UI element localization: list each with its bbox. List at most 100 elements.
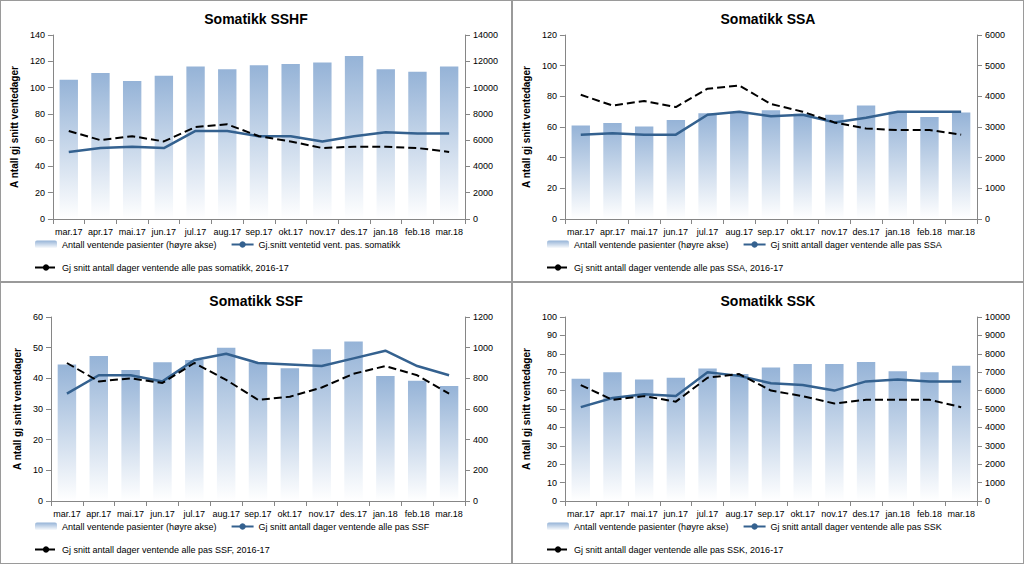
svg-text:jun.17: jun.17 <box>663 509 689 519</box>
svg-text:120: 120 <box>542 30 557 40</box>
svg-text:Somatikk SSK: Somatikk SSK <box>721 293 816 309</box>
svg-text:2000: 2000 <box>985 153 1005 163</box>
svg-text:50: 50 <box>547 404 557 414</box>
svg-text:9000: 9000 <box>985 330 1005 340</box>
svg-text:mar.18: mar.18 <box>947 227 975 237</box>
svg-text:20: 20 <box>33 435 43 445</box>
svg-text:800: 800 <box>473 373 488 383</box>
svg-text:apr.17: apr.17 <box>86 509 111 519</box>
svg-text:60: 60 <box>35 135 45 145</box>
svg-text:200: 200 <box>473 465 488 475</box>
svg-text:10: 10 <box>33 465 43 475</box>
svg-text:40: 40 <box>547 153 557 163</box>
svg-text:mai.17: mai.17 <box>631 509 658 519</box>
svg-text:aug.17: aug.17 <box>725 509 753 519</box>
svg-text:okt.17: okt.17 <box>278 509 303 519</box>
svg-text:0: 0 <box>473 214 478 224</box>
svg-text:10000: 10000 <box>985 312 1010 322</box>
svg-text:Gj snitt antall dager ventende: Gj snitt antall dager ventende alle pas … <box>574 545 783 555</box>
svg-text:Somatikk SSHF: Somatikk SSHF <box>204 11 308 27</box>
svg-text:jan.18: jan.18 <box>372 509 398 519</box>
svg-text:1200: 1200 <box>473 312 493 322</box>
svg-text:nov.17: nov.17 <box>309 227 335 237</box>
svg-text:sep.17: sep.17 <box>245 227 272 237</box>
svg-text:Gj snitt antall dager ventende: Gj snitt antall dager ventende alle pas … <box>62 545 270 555</box>
svg-text:40: 40 <box>35 161 45 171</box>
svg-text:12000: 12000 <box>473 56 498 66</box>
svg-text:6000: 6000 <box>985 386 1005 396</box>
svg-text:5000: 5000 <box>985 404 1005 414</box>
svg-text:aug.17: aug.17 <box>725 227 753 237</box>
svg-text:mar.18: mar.18 <box>435 509 463 519</box>
svg-text:A ntall gj snitt ventedager: A ntall gj snitt ventedager <box>521 348 532 470</box>
svg-text:8000: 8000 <box>473 109 493 119</box>
svg-text:50: 50 <box>33 343 43 353</box>
svg-text:des.17: des.17 <box>340 509 367 519</box>
svg-text:2000: 2000 <box>473 188 493 198</box>
svg-text:Antall ventende pasienter (høy: Antall ventende pasienter (høyre akse) <box>62 240 217 250</box>
svg-text:90: 90 <box>547 330 557 340</box>
svg-text:des.17: des.17 <box>853 227 880 237</box>
svg-text:400: 400 <box>473 435 488 445</box>
svg-text:aug.17: aug.17 <box>213 227 241 237</box>
svg-text:10: 10 <box>547 478 557 488</box>
svg-text:5000: 5000 <box>985 61 1005 71</box>
svg-text:70: 70 <box>547 367 557 377</box>
svg-text:30: 30 <box>33 404 43 414</box>
svg-text:des.17: des.17 <box>853 509 880 519</box>
svg-text:Antall ventende pasienter (høy: Antall ventende pasienter (høyre akse) <box>574 240 729 250</box>
svg-text:1000: 1000 <box>985 183 1005 193</box>
svg-text:okt.17: okt.17 <box>790 227 815 237</box>
svg-text:1000: 1000 <box>473 343 493 353</box>
svg-text:jul.17: jul.17 <box>183 509 206 519</box>
svg-text:20: 20 <box>35 188 45 198</box>
svg-text:2000: 2000 <box>985 459 1005 469</box>
svg-text:4000: 4000 <box>985 91 1005 101</box>
svg-text:600: 600 <box>473 404 488 414</box>
svg-text:Antall ventende pasienter (høy: Antall ventende pasienter (høyre akse) <box>574 522 729 532</box>
svg-text:jun.17: jun.17 <box>149 509 175 519</box>
svg-text:mar.18: mar.18 <box>947 509 975 519</box>
svg-text:okt.17: okt.17 <box>278 227 303 237</box>
svg-text:jul.17: jul.17 <box>696 227 719 237</box>
svg-text:Gj snitt antall dager ventende: Gj snitt antall dager ventende alle pas … <box>574 263 783 273</box>
svg-text:100: 100 <box>542 312 557 322</box>
svg-text:0: 0 <box>985 214 990 224</box>
svg-text:mar.17: mar.17 <box>567 227 595 237</box>
svg-text:140: 140 <box>30 30 45 40</box>
svg-text:80: 80 <box>547 91 557 101</box>
svg-text:mar.17: mar.17 <box>53 509 81 519</box>
svg-text:nov.17: nov.17 <box>309 509 335 519</box>
svg-text:feb.18: feb.18 <box>405 227 430 237</box>
svg-text:apr.17: apr.17 <box>600 227 625 237</box>
svg-text:jun.17: jun.17 <box>151 227 177 237</box>
svg-text:sep.17: sep.17 <box>757 509 784 519</box>
svg-text:jan.18: jan.18 <box>884 227 910 237</box>
svg-text:A ntall gj snitt ventedager: A ntall gj snitt ventedager <box>521 66 532 188</box>
svg-text:mar.18: mar.18 <box>435 227 463 237</box>
svg-text:sep.17: sep.17 <box>757 227 784 237</box>
svg-text:apr.17: apr.17 <box>600 509 625 519</box>
svg-text:40: 40 <box>33 373 43 383</box>
svg-text:60: 60 <box>33 312 43 322</box>
svg-text:sep.17: sep.17 <box>244 509 271 519</box>
svg-text:okt.17: okt.17 <box>790 509 815 519</box>
svg-text:feb.18: feb.18 <box>917 227 942 237</box>
svg-text:0: 0 <box>40 214 45 224</box>
svg-text:6000: 6000 <box>473 135 493 145</box>
svg-text:40: 40 <box>547 422 557 432</box>
svg-text:20: 20 <box>547 183 557 193</box>
svg-text:8000: 8000 <box>985 349 1005 359</box>
svg-text:jan.18: jan.18 <box>372 227 398 237</box>
svg-text:4000: 4000 <box>985 422 1005 432</box>
svg-text:jun.17: jun.17 <box>663 227 689 237</box>
svg-text:A ntall gj snitt ventedager: A ntall gj snitt ventedager <box>9 66 20 188</box>
svg-text:10000: 10000 <box>473 83 498 93</box>
svg-text:80: 80 <box>547 349 557 359</box>
svg-text:4000: 4000 <box>473 161 493 171</box>
svg-text:feb.18: feb.18 <box>917 509 942 519</box>
svg-text:14000: 14000 <box>473 30 498 40</box>
svg-text:0: 0 <box>38 496 43 506</box>
svg-text:feb.18: feb.18 <box>405 509 430 519</box>
svg-text:Gj.snitt ventetid vent. pas. s: Gj.snitt ventetid vent. pas. somatikk <box>259 240 401 250</box>
